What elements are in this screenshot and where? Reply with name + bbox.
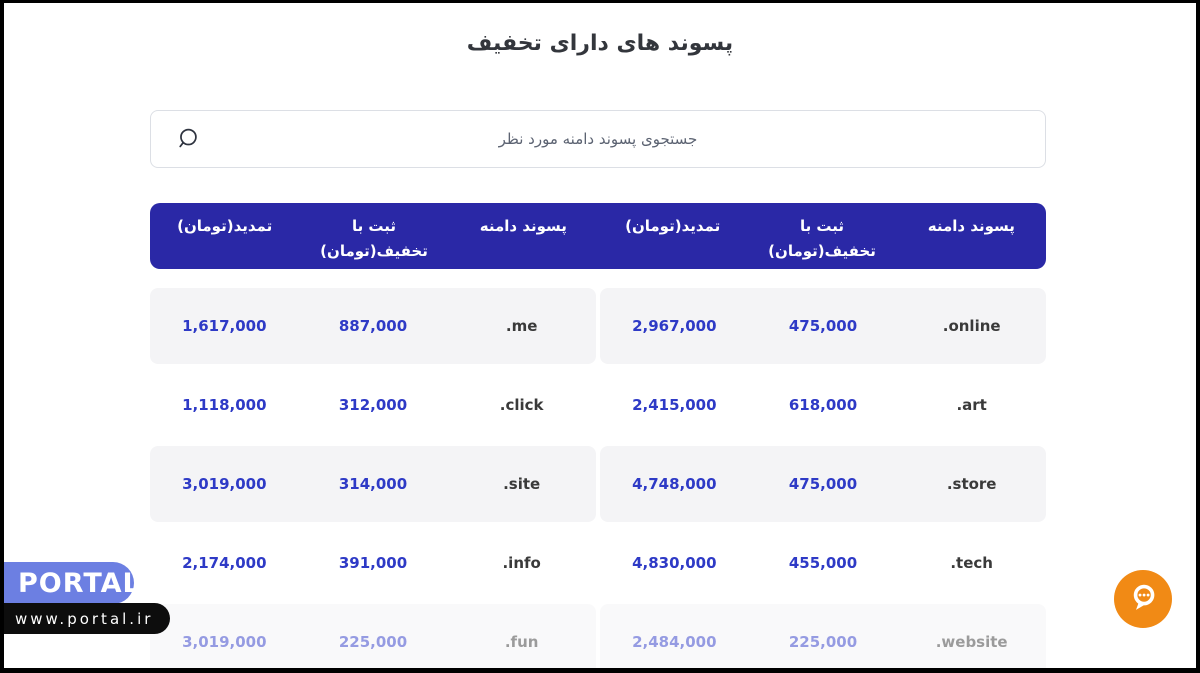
column-header-extension: پسوند دامنه: [479, 217, 567, 235]
portal-logo: PORTAL: [0, 562, 140, 604]
frame-border-bottom: [0, 668, 1200, 673]
table-body: .online 475,000 2,967,000 .me 887,000 1,…: [150, 288, 1046, 673]
cell-renew-price: 4,748,000: [632, 475, 717, 493]
table-row: .art 618,000 2,415,000 .click 312,000 1,…: [150, 367, 1046, 443]
search-input[interactable]: [151, 111, 1045, 167]
table-row: .tech 455,000 4,830,000 .info 391,000 2,…: [150, 525, 1046, 601]
table-row: .website 225,000 2,484,000 .fun 225,000 …: [150, 604, 1046, 673]
table-header-right-half: پسوند دامنه ثبت با تخفیف(تومان) تمدید(تو…: [598, 203, 1046, 269]
column-header-register-line1: ثبت با: [799, 217, 845, 235]
cell-register-price: 475,000: [788, 317, 858, 335]
column-header-register: ثبت با تخفیف(تومان): [299, 203, 448, 269]
table-header-left-half: پسوند دامنه ثبت با تخفیف(تومان) تمدید(تو…: [150, 203, 598, 269]
table-row: .store 475,000 4,748,000 .site 314,000 3…: [150, 446, 1046, 522]
frame-border-top: [0, 0, 1200, 3]
cell-extension: .tech: [950, 554, 993, 572]
cell-renew-price: 3,019,000: [182, 633, 267, 651]
cell-extension: .info: [502, 554, 541, 572]
cell-register-price: 391,000: [338, 554, 408, 572]
cell-renew-price: 1,617,000: [182, 317, 267, 335]
chat-bubble-icon: [1126, 581, 1160, 618]
cell-extension: .click: [499, 396, 544, 414]
row-half: .click 312,000 1,118,000: [150, 367, 596, 443]
search-box[interactable]: [150, 110, 1046, 168]
row-half: .tech 455,000 4,830,000: [600, 525, 1046, 601]
cell-extension: .me: [505, 317, 538, 335]
portal-logo-text: PORTAL: [18, 567, 141, 599]
page-title: پسوند های دارای تخفیف: [466, 31, 734, 56]
cell-renew-price: 2,415,000: [632, 396, 717, 414]
cell-renew-price: 4,830,000: [632, 554, 717, 572]
row-half: .art 618,000 2,415,000: [600, 367, 1046, 443]
portal-url: www.portal.ir: [0, 603, 170, 634]
portal-url-text: www.portal.ir: [15, 609, 154, 628]
cell-extension: .site: [503, 475, 541, 493]
column-header-renew: تمدید(تومان): [625, 217, 721, 235]
row-half: .online 475,000 2,967,000: [600, 288, 1046, 364]
row-half: .me 887,000 1,617,000: [150, 288, 596, 364]
cell-register-price: 618,000: [788, 396, 858, 414]
row-half: .fun 225,000 3,019,000: [150, 604, 596, 673]
column-header-register-line1: ثبت با: [351, 217, 397, 235]
cell-extension: .fun: [504, 633, 539, 651]
cell-register-price: 312,000: [338, 396, 408, 414]
row-half: .store 475,000 4,748,000: [600, 446, 1046, 522]
row-half: .info 391,000 2,174,000: [150, 525, 596, 601]
cell-register-price: 314,000: [338, 475, 408, 493]
table-row: .online 475,000 2,967,000 .me 887,000 1,…: [150, 288, 1046, 364]
row-half: .website 225,000 2,484,000: [600, 604, 1046, 673]
column-header-register: ثبت با تخفیف(تومان): [747, 203, 896, 269]
chat-widget-button[interactable]: [1114, 570, 1172, 628]
column-header-register-line2: تخفیف(تومان): [320, 242, 428, 260]
cell-renew-price: 3,019,000: [182, 475, 267, 493]
row-half: .site 314,000 3,019,000: [150, 446, 596, 522]
cell-renew-price: 1,118,000: [182, 396, 267, 414]
cell-register-price: 887,000: [338, 317, 408, 335]
cell-register-price: 225,000: [788, 633, 858, 651]
cell-register-price: 455,000: [788, 554, 858, 572]
column-header-extension: پسوند دامنه: [927, 217, 1015, 235]
cell-extension: .website: [935, 633, 1008, 651]
column-header-renew: تمدید(تومان): [177, 217, 273, 235]
cell-register-price: 475,000: [788, 475, 858, 493]
cell-renew-price: 2,967,000: [632, 317, 717, 335]
frame-border-right: [1196, 0, 1200, 673]
cell-extension: .online: [942, 317, 1001, 335]
cell-register-price: 225,000: [338, 633, 408, 651]
cell-extension: .store: [946, 475, 997, 493]
cell-renew-price: 2,174,000: [182, 554, 267, 572]
cell-extension: .art: [956, 396, 987, 414]
column-header-register-line2: تخفیف(تومان): [768, 242, 876, 260]
frame-border-left: [0, 0, 4, 673]
table-header: پسوند دامنه ثبت با تخفیف(تومان) تمدید(تو…: [150, 203, 1046, 269]
cell-renew-price: 2,484,000: [632, 633, 717, 651]
